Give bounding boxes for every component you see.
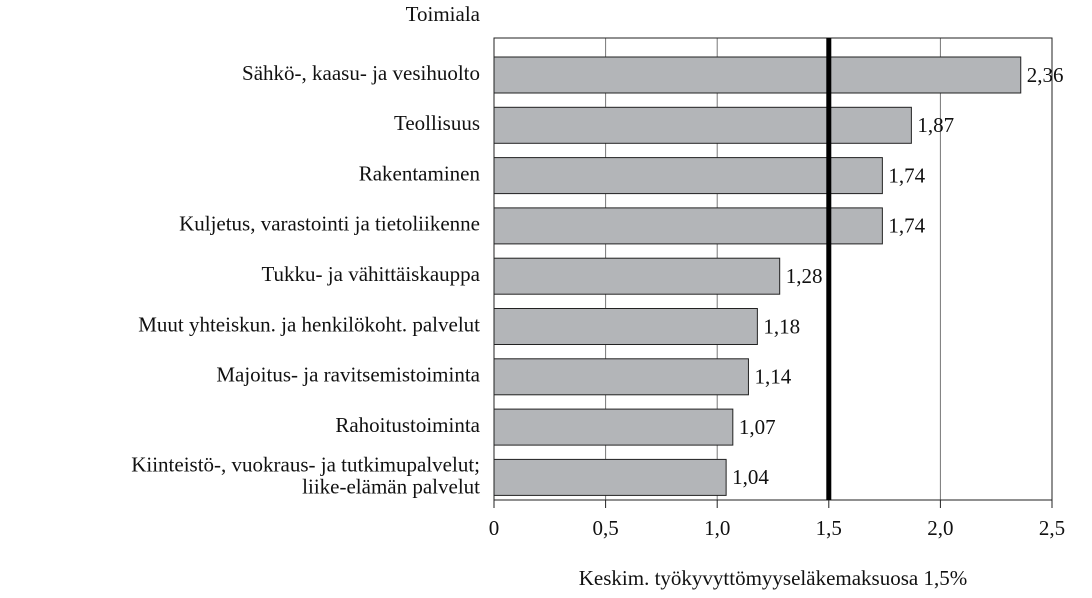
bar: [493, 408, 734, 446]
value-label: 2,36: [1027, 63, 1064, 87]
bar: [493, 207, 883, 245]
y-tick-label: Muut yhteiskun. ja henkilökoht. palvelut: [138, 312, 480, 336]
y-tick-label: Rahoitustoiminta: [335, 413, 480, 437]
y-tick-label: Kuljetus, varastointi ja tietoliikenne: [179, 212, 480, 236]
bar: [493, 308, 758, 345]
x-tick-label: 2,5: [1039, 516, 1065, 540]
bar: [493, 157, 883, 195]
y-tick-label: Tukku- ja vähittäiskauppa: [261, 262, 480, 286]
bar: [493, 106, 912, 144]
y-tick-label: Majoitus- ja ravitsemistoiminta: [216, 363, 480, 387]
value-label: 1,74: [888, 163, 925, 187]
y-tick-label: Rakentaminen: [359, 161, 481, 185]
value-label: 1,74: [888, 214, 925, 238]
x-tick-label: 1,5: [816, 516, 842, 540]
bar: [493, 358, 749, 396]
bar: [493, 458, 727, 496]
x-tick-label: 2,0: [927, 516, 953, 540]
x-tick-label: 0: [489, 516, 500, 540]
x-tick-label: 1,0: [704, 516, 730, 540]
y-tick-label: Kiinteistö-, vuokraus- ja tutkimupalvelu…: [131, 452, 480, 498]
x-axis-title: Keskim. työkyvyttömyyseläkemaksuosa 1,5%: [579, 566, 967, 590]
y-tick-label: Teollisuus: [394, 111, 480, 135]
value-label: 1,18: [763, 314, 800, 338]
bar: [493, 257, 781, 295]
value-label: 1,07: [739, 415, 776, 439]
bar: [493, 56, 1022, 94]
y-axis-title: Toimiala: [406, 2, 481, 26]
value-label: 1,14: [754, 365, 791, 389]
x-tick-label: 0,5: [592, 516, 618, 540]
value-label: 1,28: [786, 264, 823, 288]
value-label: 1,87: [917, 113, 954, 137]
value-label: 1,04: [732, 465, 769, 489]
y-tick-label: Sähkö-, kaasu- ja vesihuolto: [242, 61, 480, 85]
